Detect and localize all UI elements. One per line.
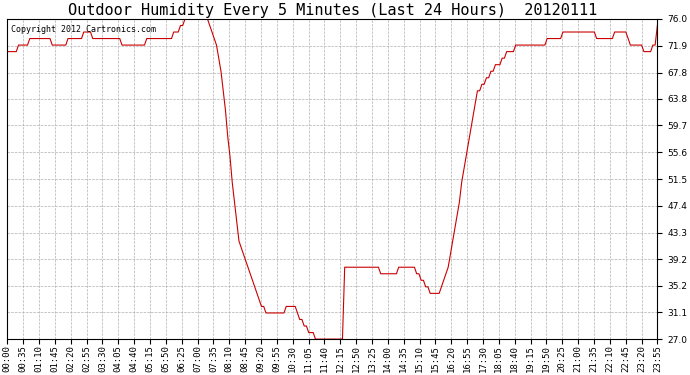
Text: Copyright 2012 Cartronics.com: Copyright 2012 Cartronics.com — [10, 26, 155, 34]
Title: Outdoor Humidity Every 5 Minutes (Last 24 Hours)  20120111: Outdoor Humidity Every 5 Minutes (Last 2… — [68, 3, 597, 18]
